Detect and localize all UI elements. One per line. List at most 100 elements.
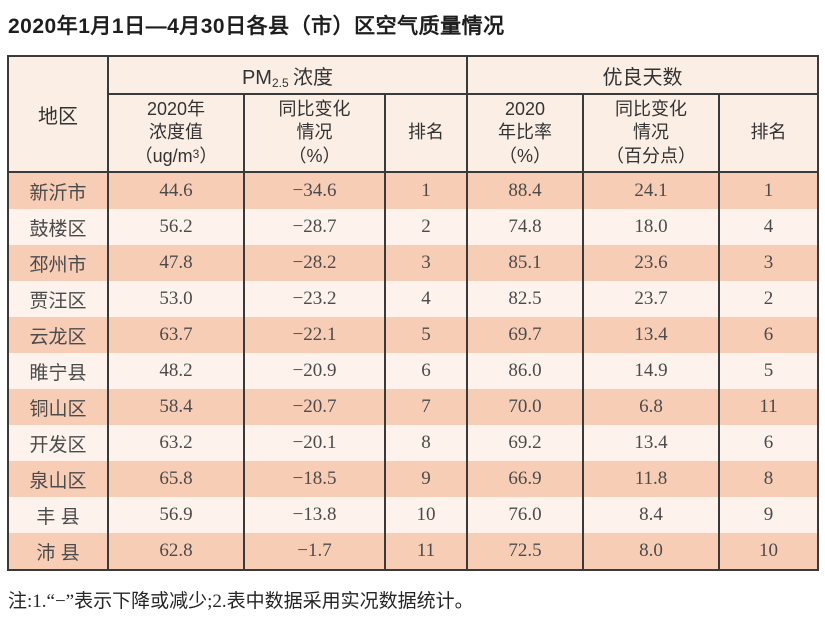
cell-pm-change: −20.9 xyxy=(243,353,386,389)
cell-pm-change: −23.2 xyxy=(243,281,386,317)
table-row: 沛 县 62.8 −1.7 11 72.5 8.0 10 xyxy=(7,533,820,570)
cell-pm-value: 63.2 xyxy=(107,425,245,461)
table-row: 鼓楼区 56.2 −28.7 2 74.8 18.0 4 xyxy=(7,209,820,245)
cell-days-rank: 8 xyxy=(717,461,820,497)
cell-pm-change: −18.5 xyxy=(243,461,386,497)
cell-pm-rank: 8 xyxy=(384,425,468,461)
cell-pm-rank: 5 xyxy=(384,317,468,353)
cell-days-change: 8.0 xyxy=(582,533,720,570)
cell-pm-rank: 6 xyxy=(384,353,468,389)
cell-days-change: 14.9 xyxy=(582,353,720,389)
cell-days-rate: 86.0 xyxy=(466,353,584,389)
cell-pm-change: −28.2 xyxy=(243,245,386,281)
table-row: 睢宁县 48.2 −20.9 6 86.0 14.9 5 xyxy=(7,353,820,389)
col-header-days-rate: 2020 年比率 （%） xyxy=(466,94,584,173)
header-line: （%） xyxy=(288,145,341,166)
cell-days-rank: 2 xyxy=(717,281,820,317)
cell-days-rate: 76.0 xyxy=(466,497,584,533)
cell-pm-value: 48.2 xyxy=(107,353,245,389)
header-line: 情况 xyxy=(296,122,333,143)
cell-days-rank: 6 xyxy=(717,425,820,461)
cell-region: 泉山区 xyxy=(7,461,109,497)
pm-label: PM xyxy=(241,66,272,89)
cell-pm-rank: 2 xyxy=(384,209,468,245)
cell-pm-value: 58.4 xyxy=(107,389,245,425)
cell-region: 丰 县 xyxy=(7,497,109,533)
cell-region: 睢宁县 xyxy=(7,353,109,389)
table-row: 开发区 63.2 −20.1 8 69.2 13.4 6 xyxy=(7,425,820,461)
cell-days-rank: 3 xyxy=(717,245,820,281)
group-header-pm25: PM2.5 浓度 xyxy=(107,56,468,95)
cell-region: 邳州市 xyxy=(7,245,109,281)
page-title: 2020年1月1日—4月30日各县（市）区空气质量情况 xyxy=(8,15,505,38)
cell-days-change: 11.8 xyxy=(582,461,720,497)
cell-pm-value: 53.0 xyxy=(107,281,245,317)
table-row: 邳州市 47.8 −28.2 3 85.1 23.6 3 xyxy=(7,245,820,281)
cell-pm-value: 65.8 xyxy=(107,461,245,497)
cell-region: 开发区 xyxy=(7,425,109,461)
cell-pm-value: 62.8 xyxy=(107,533,245,570)
cell-days-rate: 72.5 xyxy=(466,533,584,570)
cell-region: 鼓楼区 xyxy=(7,209,109,245)
col-header-pm-value: 2020年 浓度值 （ug/m3） xyxy=(107,94,245,173)
cell-days-change: 6.8 xyxy=(582,389,720,425)
cell-pm-rank: 11 xyxy=(384,533,468,570)
cell-pm-change: −20.1 xyxy=(243,425,386,461)
cell-pm-value: 56.9 xyxy=(107,497,245,533)
col-header-days-change: 同比变化 情况 （百分点） xyxy=(582,94,720,173)
header-line: 情况 xyxy=(633,122,669,143)
cell-days-rate: 69.7 xyxy=(466,317,584,353)
cell-days-change: 23.7 xyxy=(582,281,720,317)
pm-label-suffix: 浓度 xyxy=(293,66,334,89)
cell-pm-change: −13.8 xyxy=(243,497,386,533)
cell-pm-rank: 9 xyxy=(384,461,468,497)
cell-region: 贾汪区 xyxy=(7,281,109,317)
cell-pm-change: −28.7 xyxy=(243,209,386,245)
table-row: 贾汪区 53.0 −23.2 4 82.5 23.7 2 xyxy=(7,281,820,317)
table-header: 地区 PM2.5 浓度 优良天数 2020年 浓度值 （ug/m3） 同比变化 情… xyxy=(7,56,820,173)
header-line: （百分点） xyxy=(606,145,696,166)
air-quality-table: 地区 PM2.5 浓度 优良天数 2020年 浓度值 （ug/m3） 同比变化 情… xyxy=(7,55,820,571)
cell-pm-value: 63.7 xyxy=(107,317,245,353)
cell-pm-rank: 4 xyxy=(384,281,468,317)
cell-days-rate: 70.0 xyxy=(466,389,584,425)
header-line: 年比率 xyxy=(498,122,552,143)
cell-days-rank: 10 xyxy=(717,533,820,570)
cell-days-rank: 4 xyxy=(717,209,820,245)
cell-pm-rank: 1 xyxy=(384,172,468,209)
cubic-superscript: 3 xyxy=(192,146,200,161)
cell-days-rank: 11 xyxy=(717,389,820,425)
cell-pm-value: 44.6 xyxy=(107,172,245,209)
cell-days-change: 8.4 xyxy=(582,497,720,533)
cell-days-change: 23.6 xyxy=(582,245,720,281)
cell-region: 新沂市 xyxy=(7,172,109,209)
header-group-row: 地区 PM2.5 浓度 优良天数 xyxy=(7,56,820,173)
pm-subscript: 2.5 xyxy=(271,75,289,90)
cell-days-change: 24.1 xyxy=(582,172,720,209)
table-row: 丰 县 56.9 −13.8 10 76.0 8.4 9 xyxy=(7,497,820,533)
header-line: （%） xyxy=(498,145,551,166)
header-line: （ug/m3） xyxy=(134,145,218,166)
cell-pm-rank: 3 xyxy=(384,245,468,281)
col-header-pm-change: 同比变化 情况 （%） xyxy=(243,94,386,173)
cell-pm-value: 47.8 xyxy=(107,245,245,281)
header-line: 浓度值 xyxy=(149,122,203,143)
group-header-good-days: 优良天数 xyxy=(465,56,820,95)
cell-pm-rank: 10 xyxy=(384,497,468,533)
footnote: 注:1.“−”表示下降或减少;2.表中数据采用实况数据统计。 xyxy=(8,591,474,612)
cell-days-rate: 85.1 xyxy=(466,245,584,281)
cell-region: 铜山区 xyxy=(7,389,109,425)
cell-days-rank: 5 xyxy=(717,353,820,389)
cell-pm-change: −20.7 xyxy=(243,389,386,425)
table-row: 铜山区 58.4 −20.7 7 70.0 6.8 11 xyxy=(7,389,820,425)
col-header-days-rank: 排名 xyxy=(717,94,820,173)
cell-pm-change: −1.7 xyxy=(243,533,386,570)
cell-days-rank: 1 xyxy=(717,172,820,209)
cell-days-rate: 88.4 xyxy=(466,172,584,209)
cell-days-rank: 9 xyxy=(717,497,820,533)
table-row: 泉山区 65.8 −18.5 9 66.9 11.8 8 xyxy=(7,461,820,497)
cell-pm-change: −34.6 xyxy=(243,172,386,209)
cell-region: 云龙区 xyxy=(7,317,109,353)
cell-days-rank: 6 xyxy=(717,317,820,353)
cell-pm-rank: 7 xyxy=(384,389,468,425)
